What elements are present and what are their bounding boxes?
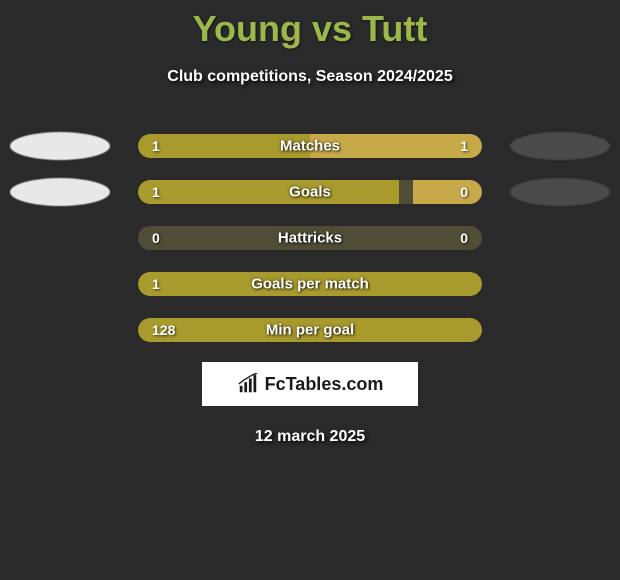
stat-row: Hattricks 0 0 bbox=[0, 226, 620, 250]
player-marker-right bbox=[510, 132, 610, 160]
bar-track: Matches 1 1 bbox=[138, 134, 482, 158]
stat-label: Goals bbox=[289, 184, 331, 201]
player-marker-left bbox=[10, 178, 110, 206]
bar-track: Goals 1 0 bbox=[138, 180, 482, 204]
logo-text: FcTables.com bbox=[265, 374, 384, 395]
comparison-widget: Young vs Tutt Club competitions, Season … bbox=[0, 0, 620, 446]
player-marker-right bbox=[510, 178, 610, 206]
bar-fill-right bbox=[413, 180, 482, 204]
stat-label: Matches bbox=[280, 138, 340, 155]
stat-label: Hattricks bbox=[278, 230, 342, 247]
stats-area: Matches 1 1 Goals 1 0 Hattricks 0 0 Goals per mat… bbox=[0, 134, 620, 342]
logo-box[interactable]: FcTables.com bbox=[202, 362, 418, 406]
stat-row: Goals per match 1 bbox=[0, 272, 620, 296]
subtitle: Club competitions, Season 2024/2025 bbox=[167, 68, 452, 86]
stat-value-left: 1 bbox=[152, 276, 160, 292]
stat-value-right: 1 bbox=[460, 138, 468, 154]
stat-label: Goals per match bbox=[251, 276, 369, 293]
stat-value-left: 1 bbox=[152, 184, 160, 200]
bar-track: Goals per match 1 bbox=[138, 272, 482, 296]
stat-value-right: 0 bbox=[460, 230, 468, 246]
bar-track: Min per goal 128 bbox=[138, 318, 482, 342]
stat-value-left: 1 bbox=[152, 138, 160, 154]
stat-value-left: 128 bbox=[152, 322, 175, 338]
stat-value-right: 0 bbox=[460, 184, 468, 200]
stat-row: Goals 1 0 bbox=[0, 180, 620, 204]
player-marker-left bbox=[10, 132, 110, 160]
bar-fill-left bbox=[138, 180, 399, 204]
page-title: Young vs Tutt bbox=[193, 8, 428, 50]
stat-value-left: 0 bbox=[152, 230, 160, 246]
chart-icon bbox=[237, 373, 259, 395]
stat-row: Min per goal 128 bbox=[0, 318, 620, 342]
date-label: 12 march 2025 bbox=[255, 428, 365, 446]
bar-track: Hattricks 0 0 bbox=[138, 226, 482, 250]
stat-row: Matches 1 1 bbox=[0, 134, 620, 158]
stat-label: Min per goal bbox=[266, 322, 354, 339]
